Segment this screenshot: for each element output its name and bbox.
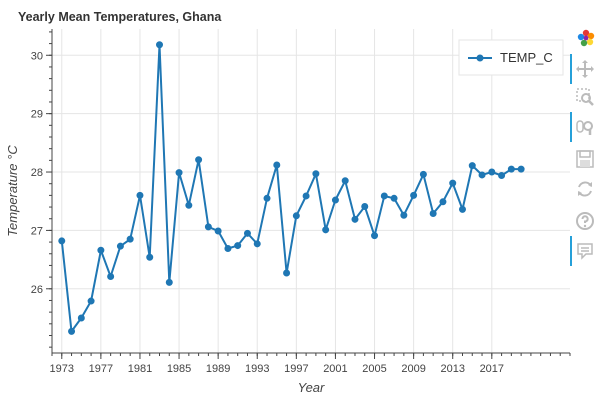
data-point [341, 177, 349, 185]
data-point [507, 165, 515, 173]
x-tick-label: 1989 [206, 363, 230, 375]
x-tick-label: 2005 [362, 363, 386, 375]
box-zoom-icon[interactable] [572, 84, 598, 110]
data-point [107, 273, 115, 281]
legend-marker [476, 54, 484, 62]
chart-title: Yearly Mean Temperatures, Ghana [18, 10, 222, 24]
data-point [273, 161, 281, 169]
x-tick-label: 2001 [323, 363, 347, 375]
data-point [331, 196, 339, 204]
data-point [312, 170, 320, 178]
data-point [224, 245, 232, 253]
data-point [429, 209, 437, 217]
grid [52, 29, 570, 353]
x-tick-label: 1977 [89, 363, 113, 375]
data-point [361, 202, 369, 210]
data-point [410, 191, 418, 199]
axes: 1973 1977 1981 1985 1989 1993 1997 2001 2005 2009… [31, 29, 571, 375]
data-point [156, 41, 164, 49]
data-point [68, 327, 76, 335]
data-point [351, 215, 359, 223]
y-tick-label: 29 [31, 109, 43, 121]
y-tick-label: 27 [31, 225, 43, 237]
data-point [87, 297, 95, 305]
data-point [292, 212, 300, 220]
data-point [165, 278, 173, 286]
data-point [478, 171, 486, 179]
data-point [517, 165, 525, 173]
data-point [390, 194, 398, 202]
data-point [204, 223, 212, 231]
data-point [488, 168, 496, 176]
y-tick-label: 28 [31, 167, 43, 179]
data-point [58, 237, 66, 245]
data-point [234, 242, 242, 250]
x-tick-label: 1997 [284, 363, 308, 375]
data-point [263, 194, 271, 202]
x-tick-label: 2017 [480, 363, 504, 375]
data-point [468, 162, 476, 170]
x-tick-label: 1973 [50, 363, 74, 375]
legend[interactable]: TEMP_C [458, 39, 564, 76]
help-icon[interactable] [572, 208, 598, 234]
data-point [116, 242, 124, 250]
data-point [175, 169, 183, 177]
data-point [380, 192, 388, 200]
data-point [126, 235, 134, 243]
reset-icon[interactable] [572, 176, 598, 202]
legend-label: TEMP_C [500, 50, 553, 65]
hover-icon[interactable] [570, 236, 598, 266]
toolbar [568, 22, 600, 272]
data-point [419, 170, 427, 178]
x-tick-label: 1981 [128, 363, 152, 375]
wheel-zoom-icon[interactable] [570, 112, 598, 142]
data-point [400, 211, 408, 219]
data-point [97, 246, 105, 254]
data-point [371, 232, 379, 240]
y-tick-label: 26 [31, 284, 43, 296]
data-point [77, 314, 85, 322]
bokeh-logo-icon[interactable] [576, 28, 596, 48]
data-point [449, 179, 457, 187]
data-point [136, 191, 144, 199]
x-tick-label: 2009 [401, 363, 425, 375]
y-axis-label: Temperature °C [5, 145, 20, 237]
pan-icon[interactable] [570, 54, 598, 84]
data-point [439, 198, 447, 206]
data-point [283, 269, 291, 277]
x-tick-label: 1993 [245, 363, 269, 375]
data-point [253, 240, 261, 248]
x-tick-label: 1985 [167, 363, 191, 375]
save-icon[interactable] [572, 146, 598, 172]
data-point [243, 229, 251, 237]
data-point [322, 226, 330, 234]
data-point [498, 172, 506, 180]
series-group [58, 41, 525, 335]
data-point [185, 201, 193, 209]
data-point [195, 156, 203, 164]
data-point [302, 192, 310, 200]
x-axis-label: Year [298, 380, 325, 395]
y-tick-label: 30 [31, 50, 43, 62]
data-point [214, 227, 222, 235]
data-point [146, 253, 154, 261]
data-point [458, 205, 466, 213]
x-tick-label: 2013 [440, 363, 464, 375]
